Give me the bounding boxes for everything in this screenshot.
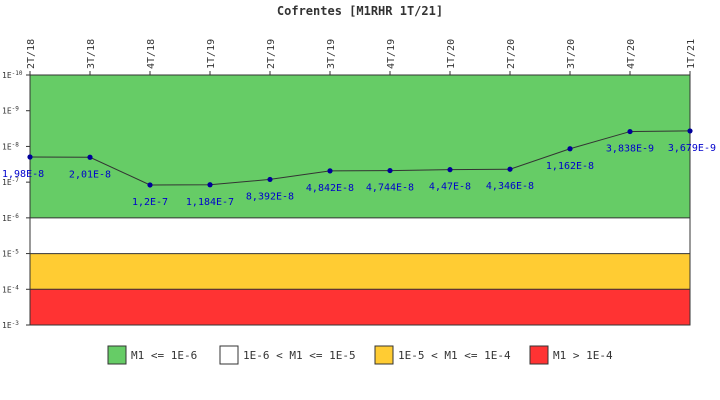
data-point xyxy=(87,154,93,160)
x-tick-label: 2T/20 xyxy=(506,39,517,69)
band-1 xyxy=(30,217,690,254)
data-point xyxy=(687,128,693,134)
data-point xyxy=(447,167,453,173)
plot-frame xyxy=(29,74,691,326)
y-tick-label: 1E-7 xyxy=(2,177,19,187)
x-tick-label: 1T/20 xyxy=(446,39,457,69)
data-point xyxy=(267,176,273,183)
legend-label: 1E-6 < M1 <= 1E-5 xyxy=(243,349,356,362)
data-label: 2,01E-8 xyxy=(69,169,111,180)
data-point xyxy=(207,182,213,188)
legend-label: 1E-5 < M1 <= 1E-4 xyxy=(398,349,511,362)
y-tick-label: 1E-10 xyxy=(2,70,23,80)
x-tick-label: 3T/18 xyxy=(86,39,97,69)
legend-swatch xyxy=(529,345,549,365)
data-label: 1,98E-8 xyxy=(2,169,44,180)
data-point xyxy=(567,146,573,152)
y-tick-label: 1E-4 xyxy=(2,284,19,294)
y-tick-label: 1E-8 xyxy=(2,141,19,151)
x-tick-label: 1T/19 xyxy=(206,39,217,69)
data-labels: 1,98E-8 2,01E-8 1,2E-7 1,184E-7 8,392E-8 4,84… xyxy=(2,143,716,208)
x-tick-label: 4T/18 xyxy=(146,39,157,69)
data-label: 8,392E-8 xyxy=(246,191,294,202)
data-point xyxy=(507,166,513,172)
series-line xyxy=(29,130,691,186)
data-label: 3,838E-9 xyxy=(606,144,654,155)
legend-swatch xyxy=(107,345,127,365)
x-axis: 2T/18 3T/18 4T/18 1T/19 2T/19 3T/19 4T/19 1T/20… xyxy=(26,39,697,75)
data-label: 4,842E-8 xyxy=(306,183,354,194)
chart-title: Cofrentes [M1RHR 1T/21] xyxy=(277,4,443,18)
y-tick-label: 1E-3 xyxy=(2,320,19,330)
risk-bands xyxy=(30,75,690,325)
x-tick-label: 3T/20 xyxy=(566,39,577,69)
y-tick-label: 1E-9 xyxy=(2,106,19,116)
data-point xyxy=(627,128,633,135)
data-label: 3,679E-9 xyxy=(668,143,716,154)
x-tick-label: 2T/19 xyxy=(266,39,277,69)
data-point xyxy=(27,154,33,160)
plot-border xyxy=(29,74,691,326)
band-3 xyxy=(30,289,690,325)
legend-label: M1 > 1E-4 xyxy=(553,349,613,362)
data-label: 1,162E-8 xyxy=(546,161,594,172)
data-label: 4,744E-8 xyxy=(366,183,414,194)
data-point xyxy=(387,167,393,174)
legend-swatch xyxy=(374,345,394,365)
y-tick-label: 1E-6 xyxy=(2,213,19,223)
y-axis: 1E-10 1E-9 1E-8 1E-7 1E-6 1E-5 1E-4 1E-3 xyxy=(2,70,30,330)
data-label: 4,47E-8 xyxy=(429,182,471,193)
band-0 xyxy=(30,75,690,218)
x-tick-label: 1T/21 xyxy=(686,39,697,69)
data-point xyxy=(327,168,333,174)
legend-label: M1 <= 1E-6 xyxy=(131,349,197,362)
legend-swatch xyxy=(219,345,239,365)
band-2 xyxy=(30,253,690,290)
x-tick-label: 2T/18 xyxy=(26,39,37,69)
y-tick-label: 1E-5 xyxy=(2,249,19,259)
series-m1 xyxy=(27,128,693,188)
data-label: 4,346E-8 xyxy=(486,181,534,192)
x-tick-label: 4T/20 xyxy=(626,39,637,69)
data-point xyxy=(147,182,153,188)
x-tick-label: 4T/19 xyxy=(386,39,397,69)
data-label: 1,184E-7 xyxy=(186,197,234,208)
x-tick-label: 3T/19 xyxy=(326,39,337,69)
legend: M1 <= 1E-6 1E-6 < M1 <= 1E-5 1E-5 < M1 <= … xyxy=(107,345,613,365)
data-label: 1,2E-7 xyxy=(132,197,168,208)
